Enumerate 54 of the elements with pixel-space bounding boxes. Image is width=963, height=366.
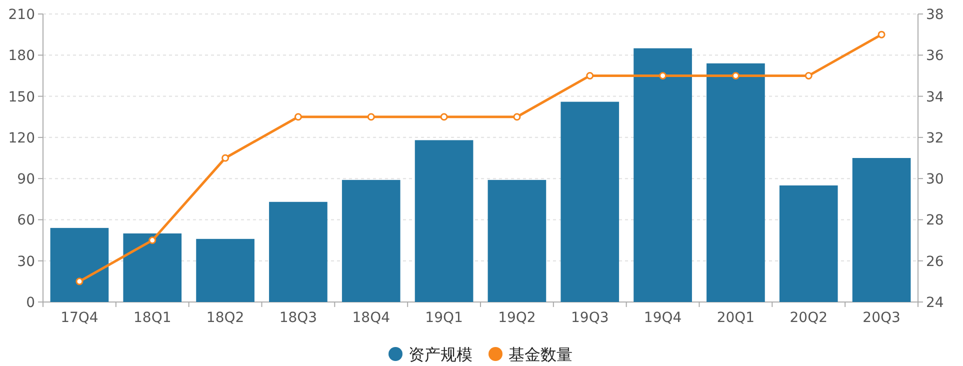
x-tick-label: 20Q2	[790, 310, 828, 326]
bar	[560, 102, 620, 302]
y2-tick-label: 38	[926, 7, 944, 23]
point	[440, 113, 448, 121]
point	[586, 72, 594, 80]
y2-tick-label: 28	[926, 212, 944, 229]
x-tick-label: 18Q1	[134, 310, 172, 326]
y-tick-label: 30	[17, 254, 35, 270]
point	[732, 72, 740, 80]
x-tick-label: 20Q1	[716, 310, 755, 326]
x-tick-label: 19Q4	[644, 310, 682, 326]
y-tick-label: 210	[8, 7, 35, 23]
y2-tick-label: 36	[926, 48, 944, 64]
legend-label: 基金数量	[508, 345, 572, 364]
point	[878, 30, 886, 38]
x-tick-label: 18Q2	[206, 310, 244, 326]
y-tick-label: 120	[8, 130, 35, 146]
point	[148, 236, 156, 244]
y-tick-label: 180	[8, 48, 35, 64]
x-tick-label: 19Q2	[498, 310, 536, 326]
point	[659, 72, 667, 80]
x-tick-label: 18Q4	[352, 310, 390, 326]
bar	[852, 158, 911, 302]
legend-label: 资产规模	[408, 345, 472, 364]
x-tick-label: 18Q3	[279, 310, 318, 326]
y2-tick-label: 26	[926, 254, 944, 270]
bar	[779, 185, 838, 302]
point	[513, 113, 521, 121]
point	[294, 113, 302, 121]
y-tick-label: 0	[26, 295, 35, 311]
x-tick-label: 17Q4	[60, 310, 98, 326]
point	[222, 154, 230, 162]
bar	[488, 180, 546, 302]
bar	[414, 140, 474, 302]
point	[804, 72, 812, 80]
x-tick-label: 19Q1	[425, 310, 463, 326]
y2-tick-label: 32	[926, 130, 944, 146]
bar	[634, 48, 692, 302]
y2-tick-label: 34	[926, 89, 944, 106]
x-tick-label: 19Q3	[571, 310, 609, 326]
y-tick-label: 60	[17, 212, 35, 229]
bar	[269, 202, 328, 302]
bar	[706, 63, 765, 302]
point	[76, 278, 84, 286]
point	[367, 113, 375, 121]
y2-tick-label: 30	[926, 172, 944, 188]
y-tick-label: 90	[17, 172, 35, 188]
y2-tick-label: 24	[926, 295, 944, 311]
bar	[50, 228, 109, 302]
bar	[196, 238, 254, 302]
bar	[342, 180, 400, 302]
y-tick-label: 150	[8, 89, 35, 106]
bar	[123, 233, 182, 302]
x-tick-label: 20Q3	[862, 310, 900, 326]
